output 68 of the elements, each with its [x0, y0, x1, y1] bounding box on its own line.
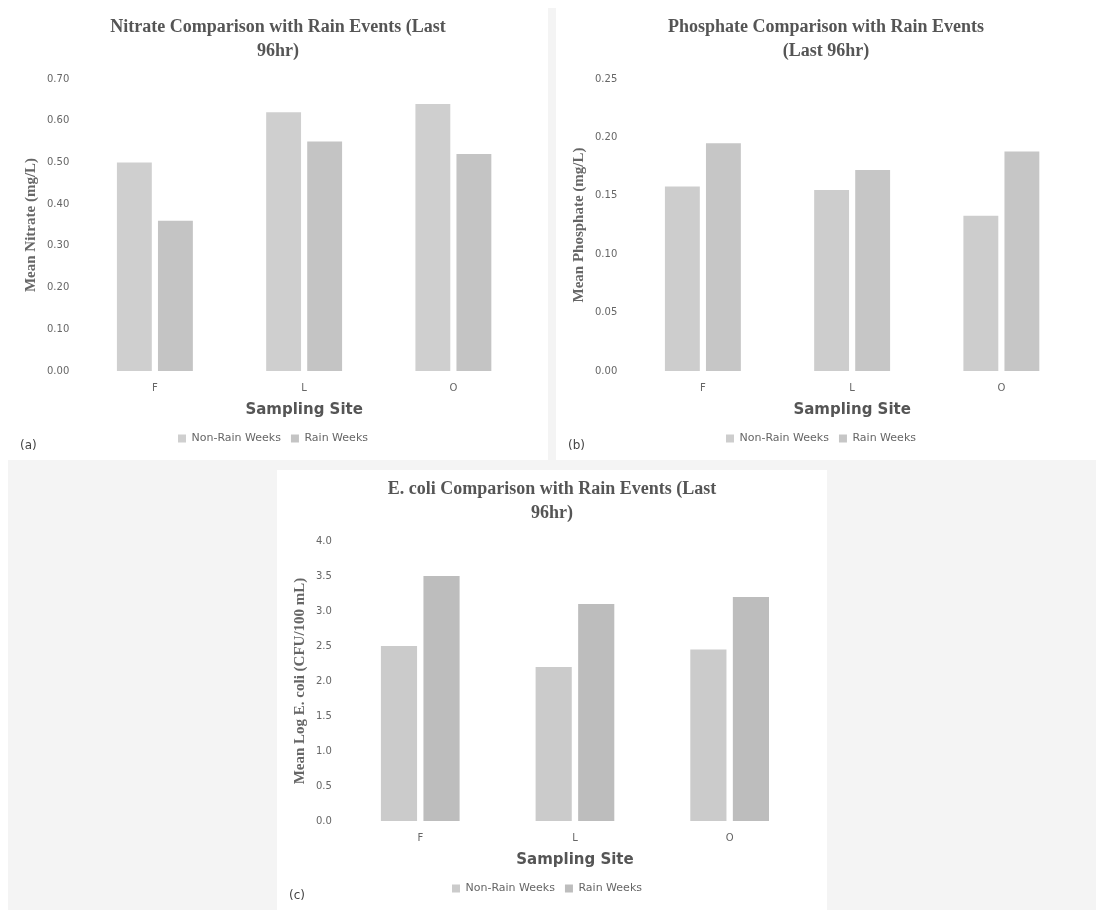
text: (a)	[20, 438, 37, 452]
bar	[157, 220, 193, 371]
y-tick-label: 0.00	[47, 364, 70, 376]
bar	[578, 604, 615, 821]
y-tick-label: 0.10	[47, 322, 70, 334]
y-tick-label: 0.40	[47, 197, 70, 209]
y-tick-label: 1.5	[316, 709, 332, 721]
bar	[415, 104, 451, 371]
x-tick-label: F	[417, 831, 424, 843]
bar	[690, 649, 727, 821]
y-tick-label: 0.60	[47, 114, 70, 126]
y-tick-label: 1.0	[316, 744, 332, 756]
bar	[456, 154, 492, 371]
y-tick-label: 0.0	[316, 814, 332, 826]
bar	[664, 186, 700, 371]
bar	[423, 576, 460, 821]
text: (c)	[289, 888, 305, 902]
y-tick-label: 0.25	[595, 72, 618, 84]
x-tick-label: F	[700, 381, 707, 393]
y-axis-title: Mean Log E. coli (CFU/100 mL)	[290, 577, 308, 785]
y-axis-title: Mean Phosphate (mg/L)	[569, 147, 587, 303]
y-tick-label: 0.00	[595, 364, 618, 376]
x-tick-label: L	[849, 381, 856, 393]
chart-title: E. coli Comparison with Rain Events (Last 96hr)	[386, 477, 718, 524]
chart-title: Nitrate Comparison with Rain Events (Last 96hr)	[109, 15, 447, 62]
x-axis-title: Sampling Site	[245, 399, 363, 418]
bar	[855, 170, 891, 371]
x-tick-label: O	[449, 381, 458, 393]
y-tick-label: 0.20	[595, 130, 618, 142]
y-tick-label: 0.15	[595, 189, 618, 201]
bar	[266, 112, 302, 371]
y-tick-label: 2.0	[316, 674, 332, 686]
legend-label: Rain Weeks	[578, 881, 643, 895]
x-tick-label: L	[301, 381, 308, 393]
bar	[732, 597, 769, 821]
y-tick-label: 0.20	[47, 281, 70, 293]
x-tick-label: F	[152, 381, 159, 393]
x-axis-title: Sampling Site	[793, 399, 911, 418]
y-tick-label: 4.0	[316, 534, 332, 546]
x-tick-label: O	[997, 381, 1006, 393]
bar	[116, 162, 152, 371]
bar	[1004, 151, 1040, 371]
y-tick-label: 2.5	[316, 639, 332, 651]
text: (b)	[568, 438, 585, 452]
y-tick-label: 0.30	[47, 239, 70, 251]
legend-label: Rain Weeks	[304, 431, 369, 445]
x-tick-label: L	[572, 831, 579, 843]
y-axis-title: Mean Nitrate (mg/L)	[21, 157, 39, 293]
x-axis-title: Sampling Site	[516, 849, 634, 868]
y-tick-label: 3.0	[316, 604, 332, 616]
legend-label: Non-Rain Weeks	[191, 431, 282, 445]
y-tick-label: 0.70	[47, 72, 70, 84]
bar	[705, 143, 741, 371]
legend-label: Non-Rain Weeks	[465, 881, 556, 895]
bar	[380, 646, 418, 821]
y-tick-label: 0.50	[47, 156, 70, 168]
legend-label: Non-Rain Weeks	[739, 431, 830, 445]
legend-label: Rain Weeks	[852, 431, 917, 445]
y-tick-label: 3.5	[316, 569, 332, 581]
bar	[963, 215, 999, 371]
y-tick-label: 0.10	[595, 247, 618, 259]
chart-title: Phosphate Comparison with Rain Events (Last 96hr)	[666, 15, 985, 62]
x-tick-label: O	[725, 831, 734, 843]
bar	[307, 141, 343, 371]
bar	[814, 189, 850, 371]
y-tick-label: 0.5	[316, 779, 332, 791]
bar	[535, 667, 572, 821]
y-tick-label: 0.05	[595, 306, 618, 318]
